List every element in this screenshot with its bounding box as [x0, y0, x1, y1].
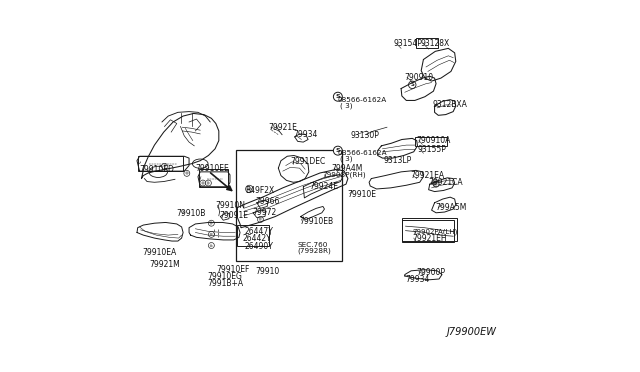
Text: 79910EB: 79910EB	[299, 217, 333, 226]
Text: 79972: 79972	[252, 208, 276, 217]
Text: 79921EH: 79921EH	[412, 234, 447, 243]
Text: 7991DEC: 7991DEC	[291, 157, 326, 166]
Text: 0B566-6162A: 0B566-6162A	[338, 150, 387, 156]
Text: 799A5M: 799A5M	[435, 203, 467, 212]
Text: 79921M: 79921M	[150, 260, 180, 269]
Circle shape	[257, 217, 264, 222]
Text: SEC.760: SEC.760	[298, 242, 328, 248]
Bar	[402, 220, 454, 242]
Text: 79921EA: 79921EA	[410, 171, 444, 180]
Text: 08566-6162A: 08566-6162A	[338, 97, 387, 103]
Text: B49F2X: B49F2X	[245, 186, 274, 195]
Text: 79921CA: 79921CA	[428, 178, 463, 187]
Text: 79910EF: 79910EF	[216, 265, 250, 274]
Circle shape	[184, 170, 190, 176]
Text: 9312BXA: 9312BXA	[433, 100, 467, 109]
Text: (79928R): (79928R)	[297, 247, 331, 254]
Text: ( 3): ( 3)	[340, 156, 353, 163]
Text: 93128X: 93128X	[420, 39, 450, 48]
Bar	[237, 225, 269, 246]
Text: 79934: 79934	[293, 130, 317, 139]
Text: 79910B: 79910B	[176, 209, 205, 218]
Circle shape	[246, 185, 253, 193]
Text: 93130P: 93130P	[351, 131, 380, 140]
Text: 9313LP: 9313LP	[384, 156, 412, 165]
Text: 79966: 79966	[255, 197, 279, 206]
Text: 79921E: 79921E	[268, 123, 297, 132]
Bar	[416, 38, 438, 48]
Circle shape	[333, 92, 342, 101]
Text: 7991B+A: 7991B+A	[207, 279, 244, 288]
Circle shape	[408, 81, 416, 89]
Text: 799A4M: 799A4M	[331, 164, 362, 173]
Circle shape	[433, 181, 439, 187]
Text: 79910: 79910	[255, 267, 279, 276]
Bar	[200, 169, 228, 187]
Text: 790910: 790910	[404, 73, 433, 82]
Text: 26490Y: 26490Y	[244, 242, 273, 251]
Circle shape	[433, 179, 438, 185]
Circle shape	[200, 180, 206, 186]
Text: 26442Y: 26442Y	[243, 234, 272, 243]
Circle shape	[161, 163, 168, 169]
Text: 79908P(RH): 79908P(RH)	[322, 171, 366, 178]
Text: 79910EA: 79910EA	[142, 248, 177, 257]
Text: 93154P: 93154P	[394, 39, 422, 48]
Text: ( 3): ( 3)	[340, 103, 353, 109]
Bar	[138, 156, 183, 171]
Bar	[236, 150, 342, 261]
Circle shape	[209, 243, 214, 248]
Bar	[402, 218, 457, 241]
Bar	[415, 137, 447, 146]
Text: 79934: 79934	[406, 275, 430, 284]
Text: 79910EE: 79910EE	[195, 164, 229, 173]
Text: 79910E: 79910E	[347, 190, 376, 199]
Text: J79900EW: J79900EW	[447, 327, 497, 337]
Text: 79900P: 79900P	[416, 268, 445, 277]
Circle shape	[205, 180, 211, 186]
Text: S: S	[335, 94, 340, 99]
Text: 79902PA(LH): 79902PA(LH)	[412, 228, 458, 235]
Text: 79910N: 79910N	[215, 201, 245, 210]
Circle shape	[333, 146, 342, 155]
Text: 79910EG: 79910EG	[207, 272, 243, 280]
Text: S: S	[410, 82, 414, 87]
Text: 79091E: 79091E	[220, 211, 248, 220]
Text: 790910A: 790910A	[416, 136, 451, 145]
Circle shape	[209, 231, 214, 237]
Text: 79924E: 79924E	[310, 182, 339, 191]
Text: 93155P: 93155P	[417, 145, 446, 154]
Text: 79910ED: 79910ED	[140, 165, 175, 174]
Text: S: S	[335, 148, 340, 153]
Circle shape	[209, 220, 214, 226]
Text: 26447Y: 26447Y	[245, 227, 274, 236]
